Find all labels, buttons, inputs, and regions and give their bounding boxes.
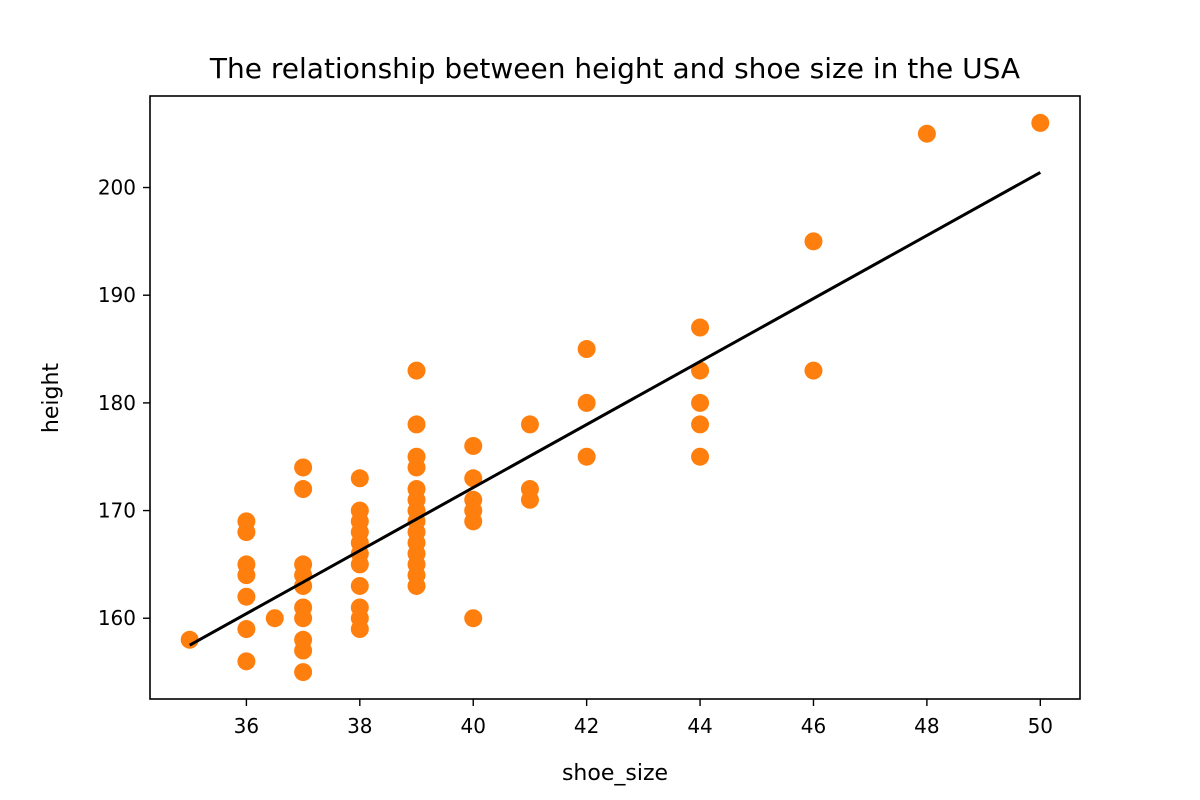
data-point-55 — [577, 447, 596, 466]
data-point-7 — [237, 652, 256, 671]
data-point-48 — [464, 512, 483, 531]
points-layer — [180, 113, 1050, 682]
data-point-26 — [350, 576, 369, 595]
data-point-62 — [804, 361, 823, 380]
regression-line-layer — [188, 171, 1042, 647]
data-point-8 — [265, 609, 284, 628]
data-point-54 — [577, 393, 596, 412]
data-point-9 — [294, 458, 313, 477]
data-point-6 — [237, 620, 256, 639]
data-point-10 — [294, 480, 313, 499]
data-point-13 — [294, 576, 313, 595]
data-point-60 — [691, 447, 710, 466]
data-point-18 — [294, 663, 313, 682]
data-point-58 — [691, 393, 710, 412]
data-point-44 — [464, 436, 483, 455]
data-point-30 — [407, 361, 426, 380]
y-axis-ticks: 160 170 180 190 200 — [98, 176, 150, 630]
x-tick-label-4: 44 — [687, 714, 712, 738]
data-point-52 — [520, 490, 539, 509]
x-tick-label-2: 40 — [461, 714, 486, 738]
x-axis-label: shoe_size — [562, 761, 668, 786]
data-point-5 — [237, 587, 256, 606]
data-point-4 — [237, 566, 256, 585]
data-point-45 — [464, 469, 483, 488]
data-point-33 — [407, 458, 426, 477]
data-point-2 — [237, 523, 256, 542]
data-point-56 — [691, 318, 710, 337]
x-tick-label-6: 48 — [914, 714, 939, 738]
y-axis-label: height — [39, 363, 64, 433]
data-point-0 — [180, 630, 199, 649]
y-tick-label-4: 200 — [98, 176, 136, 200]
data-point-43 — [407, 576, 426, 595]
data-point-15 — [294, 609, 313, 628]
data-point-49 — [464, 609, 483, 628]
data-point-64 — [1031, 113, 1050, 132]
plot-frame — [149, 95, 1081, 700]
data-point-31 — [407, 415, 426, 434]
y-tick-label-0: 160 — [98, 606, 136, 630]
data-point-63 — [917, 124, 936, 143]
data-point-19 — [350, 469, 369, 488]
data-point-25 — [350, 555, 369, 574]
y-tick-label-1: 170 — [98, 499, 136, 523]
data-point-29 — [350, 620, 369, 639]
regression-line — [188, 171, 1042, 647]
chart-title: The relationship between height and shoe… — [209, 52, 1020, 85]
data-point-61 — [804, 232, 823, 251]
data-point-53 — [577, 340, 596, 359]
x-tick-label-3: 42 — [574, 714, 599, 738]
x-tick-label-7: 50 — [1028, 714, 1053, 738]
x-axis-ticks: 36 38 40 42 44 46 48 50 — [234, 699, 1053, 738]
x-tick-label-1: 38 — [347, 714, 372, 738]
data-point-17 — [294, 641, 313, 660]
y-tick-label-3: 190 — [98, 283, 136, 307]
data-point-57 — [691, 361, 710, 380]
x-tick-label-0: 36 — [234, 714, 259, 738]
y-tick-label-2: 180 — [98, 391, 136, 415]
x-tick-label-5: 46 — [801, 714, 826, 738]
data-point-59 — [691, 415, 710, 434]
data-point-50 — [520, 415, 539, 434]
